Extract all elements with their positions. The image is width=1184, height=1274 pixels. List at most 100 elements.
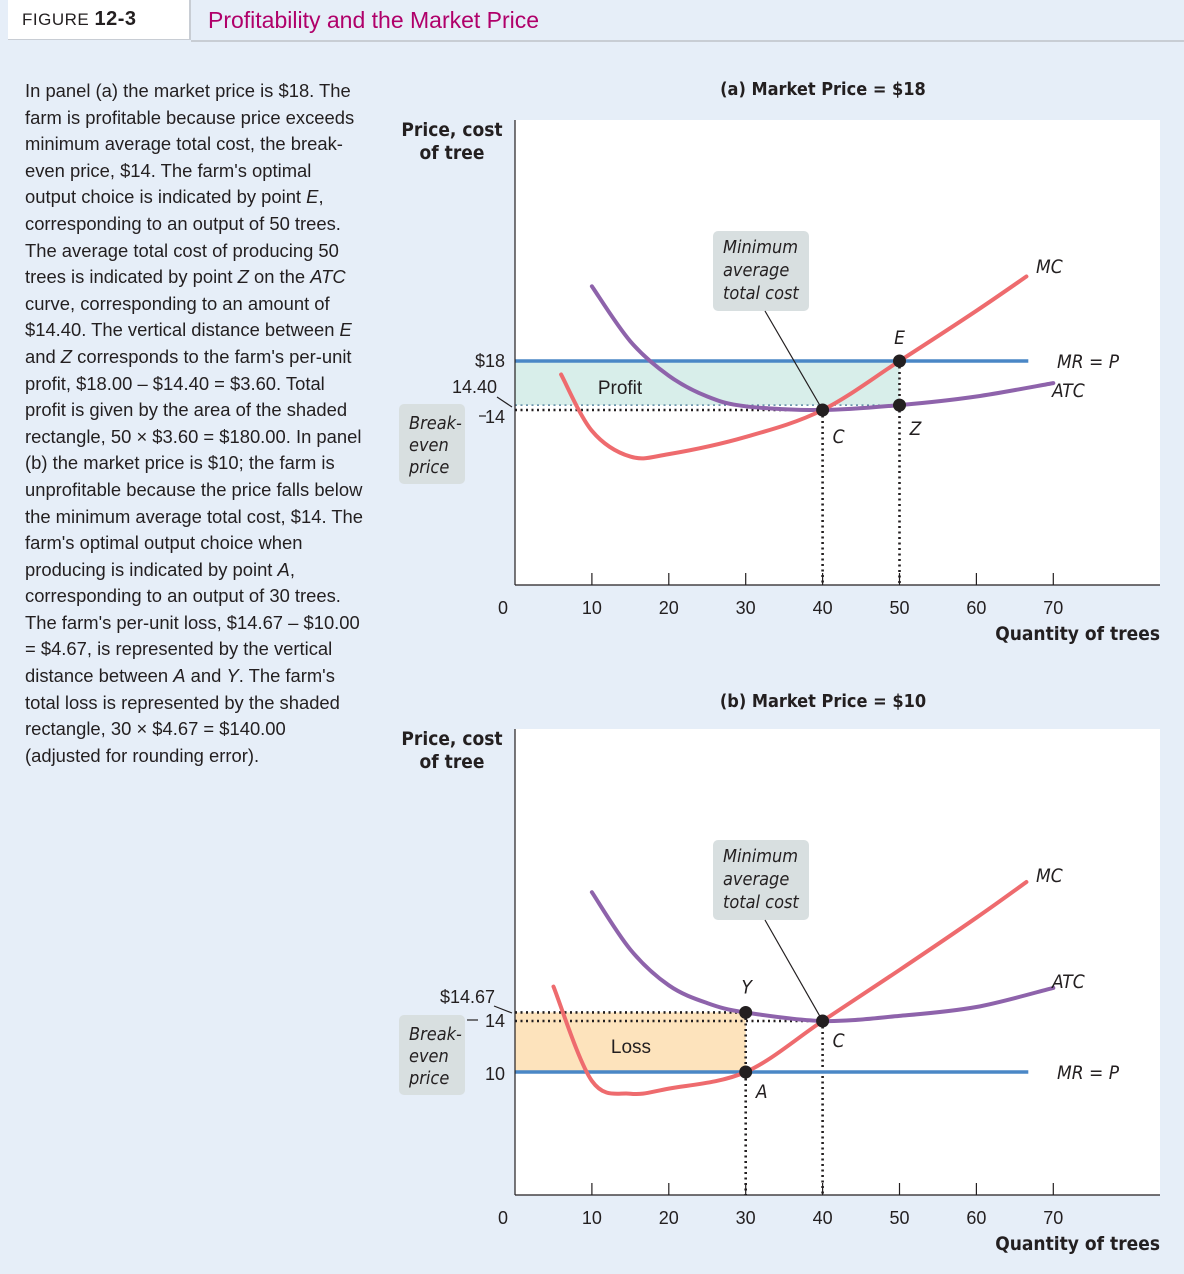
mc-curve-label: MC bbox=[1036, 865, 1063, 887]
x-tick-label: 70 bbox=[1043, 598, 1063, 618]
caption-part: A bbox=[173, 665, 186, 687]
x-tick-label: 20 bbox=[659, 598, 679, 618]
x-tick-label: 30 bbox=[736, 1208, 756, 1228]
x-tick-label: 50 bbox=[889, 598, 909, 618]
caption-part: Z bbox=[60, 345, 73, 367]
x-tick-label: 10 bbox=[582, 598, 602, 618]
x-tick-label: 20 bbox=[659, 1208, 679, 1228]
point-c-marker bbox=[816, 1014, 830, 1028]
plot-area bbox=[515, 120, 1160, 585]
caption-part: corresponds to the farm's per-unit profi… bbox=[25, 345, 364, 580]
min-atc-callout-box bbox=[713, 840, 809, 920]
figure-label: FIGURE 12-3 bbox=[22, 8, 137, 31]
origin-label: 0 bbox=[498, 598, 508, 618]
atc-at-q-label: 14.40 bbox=[452, 377, 497, 397]
point-c-label: C bbox=[833, 1030, 845, 1052]
break-even-text: price bbox=[408, 1068, 449, 1089]
caption-part: , corresponding to an output of 30 trees… bbox=[25, 558, 360, 687]
atc-curve-label: ATC bbox=[1051, 380, 1085, 402]
y-axis-label-line-1: Price, cost bbox=[401, 728, 502, 750]
x-tick-label: 50 bbox=[889, 1208, 909, 1228]
atc-at-q-leader bbox=[493, 1005, 513, 1014]
caption-part: and bbox=[185, 665, 227, 687]
min-atc-callout-text: Minimum bbox=[723, 237, 798, 258]
atc-curve-label: ATC bbox=[1051, 971, 1085, 993]
break-even-text: price bbox=[408, 457, 449, 478]
break-even-box bbox=[399, 404, 465, 484]
figure-title: Profitability and the Market Price bbox=[208, 7, 540, 33]
break-even-text: Break- bbox=[409, 413, 462, 434]
price-line-label: MR = P bbox=[1057, 351, 1120, 373]
min-atc-callout-text: total cost bbox=[723, 283, 799, 304]
price-line-label: MR = P bbox=[1057, 1062, 1120, 1084]
break-even-text: even bbox=[409, 1046, 449, 1067]
figure-number: 12-3 bbox=[94, 8, 137, 30]
caption-part: ATC bbox=[310, 266, 346, 288]
point-c-marker bbox=[816, 403, 830, 417]
min-atc-callout-text: average bbox=[723, 869, 789, 890]
mc-curve bbox=[559, 274, 1029, 461]
caption-part: , corresponding to an output of 50 trees… bbox=[25, 186, 341, 288]
loss-rectangle bbox=[515, 1012, 746, 1072]
atc-curve bbox=[589, 284, 1056, 413]
caption-part: on the bbox=[248, 266, 311, 288]
min-atc-callout-text: Minimum bbox=[723, 846, 798, 867]
caption-part: and bbox=[25, 345, 61, 367]
caption-part: Y bbox=[226, 665, 239, 687]
header-rule bbox=[191, 40, 1184, 42]
x-tick-label: 40 bbox=[813, 598, 833, 618]
caption-part: A bbox=[277, 558, 290, 580]
caption-part: Z bbox=[237, 266, 249, 288]
min-atc-callout-pointer bbox=[764, 310, 824, 411]
origin-label: 0 bbox=[498, 1208, 508, 1228]
x-axis-label: Quantity of trees bbox=[995, 1233, 1160, 1255]
y-axis-label-line-2: of tree bbox=[420, 751, 485, 773]
point-e-marker bbox=[893, 354, 906, 368]
figure-word: FIGURE bbox=[22, 10, 90, 29]
min-atc-callout-pointer bbox=[764, 919, 824, 1022]
min-atc-callout-text: average bbox=[723, 260, 789, 281]
break-even-tick-label: 14 bbox=[485, 1011, 505, 1031]
atc-at-q-label: $14.67 bbox=[440, 987, 495, 1007]
figure-header: FIGURE 12-3 Profitability and the Market… bbox=[0, 0, 1184, 42]
min-atc-callout-box bbox=[713, 231, 809, 311]
break-even-box bbox=[399, 1015, 465, 1095]
point-e-label: E bbox=[894, 327, 905, 349]
figure-caption: In panel (a) the market price is $18. Th… bbox=[25, 78, 365, 769]
x-tick-label: 60 bbox=[966, 598, 986, 618]
mc-curve-label: MC bbox=[1036, 256, 1063, 278]
min-atc-callout-text: total cost bbox=[723, 892, 799, 913]
y-axis-label-line-1: Price, cost bbox=[401, 119, 502, 141]
caption-part: curve, corresponding to an amount of $14… bbox=[25, 292, 340, 341]
caption-part: In panel (a) the market price is $18. Th… bbox=[25, 80, 355, 208]
point-z-label: Z bbox=[909, 418, 923, 440]
profit-label: Profit bbox=[598, 378, 643, 399]
price-label: 10 bbox=[485, 1064, 505, 1084]
point-c-label: C bbox=[833, 426, 845, 448]
plot-area bbox=[515, 729, 1160, 1195]
x-tick-label: 40 bbox=[813, 1208, 833, 1228]
point-z-marker bbox=[893, 398, 906, 412]
caption-part: E bbox=[306, 186, 319, 208]
figure-tab bbox=[8, 0, 191, 40]
x-tick-label: 30 bbox=[736, 598, 756, 618]
price-label: $18 bbox=[475, 351, 505, 371]
point-y-marker bbox=[739, 1005, 753, 1019]
chart-title: (a) Market Price = $18 bbox=[720, 79, 926, 100]
point-a-marker bbox=[739, 1065, 753, 1079]
y-axis-label-line-2: of tree bbox=[420, 142, 485, 164]
break-even-tick-label: 14 bbox=[485, 407, 505, 427]
break-even-text: Break- bbox=[409, 1024, 462, 1045]
break-even-text: even bbox=[409, 435, 449, 456]
caption-part: E bbox=[339, 319, 352, 341]
chart-title: (b) Market Price = $10 bbox=[720, 691, 926, 712]
x-axis-label: Quantity of trees bbox=[995, 623, 1160, 645]
caption-part: . The farm's total loss is represented b… bbox=[25, 665, 340, 766]
loss-label: Loss bbox=[611, 1037, 651, 1058]
x-tick-label: 70 bbox=[1043, 1208, 1063, 1228]
x-tick-label: 10 bbox=[582, 1208, 602, 1228]
atc-at-q-leader bbox=[496, 396, 513, 408]
